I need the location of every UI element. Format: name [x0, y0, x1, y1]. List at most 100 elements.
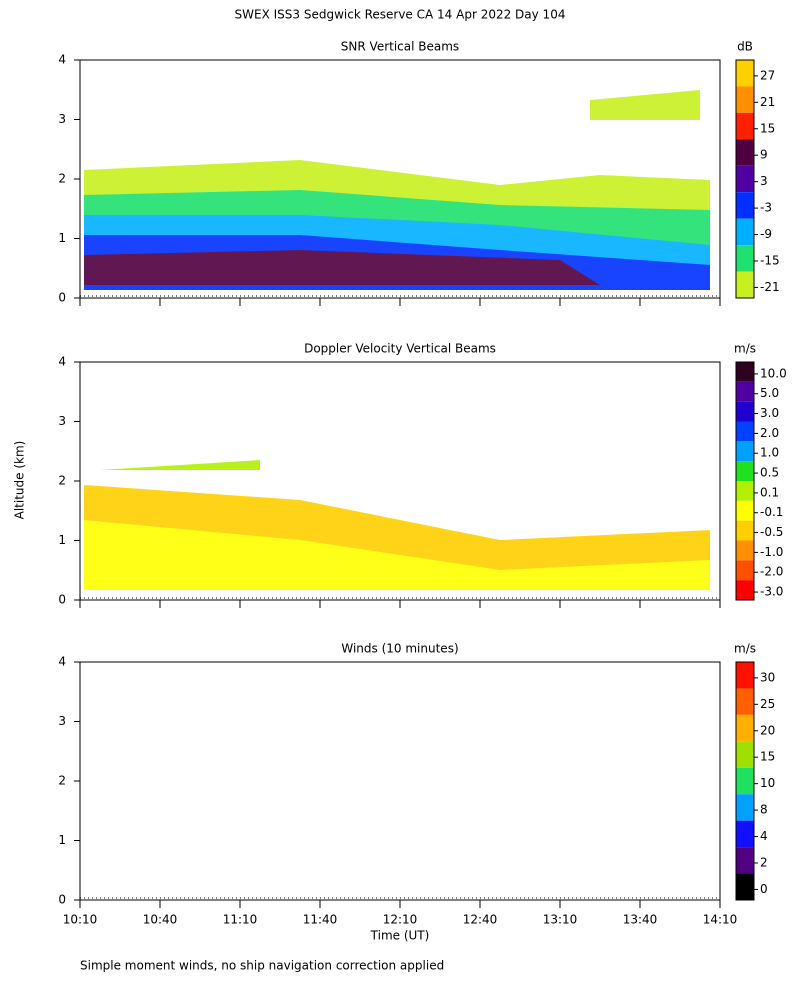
colorbar-swatch	[736, 112, 754, 140]
footnote: Simple moment winds, no ship navigation …	[80, 959, 444, 973]
colorbar-swatch	[736, 481, 754, 501]
y-tick-label: 1	[58, 833, 66, 847]
y-tick-label: 0	[58, 291, 66, 305]
colorbar-swatch	[736, 139, 754, 166]
colorbar-swatch	[736, 362, 754, 382]
colorbar-swatch	[736, 560, 754, 581]
y-tick-label: 2	[58, 774, 66, 788]
colorbar-label: 20	[760, 723, 775, 737]
colorbar-swatch	[736, 401, 754, 422]
y-tick-label: 3	[58, 112, 66, 126]
colorbar-label: 30	[760, 670, 775, 684]
colorbar-swatch	[736, 381, 754, 402]
y-tick-label: 1	[58, 533, 66, 547]
colorbar-swatch	[736, 767, 754, 795]
colorbar-swatch	[736, 741, 754, 768]
colorbar-label: -21	[760, 280, 780, 294]
colorbar-swatch	[736, 714, 754, 742]
colorbar-swatch	[736, 86, 754, 113]
colorbar-swatch	[736, 662, 754, 689]
x-tick-label: 10:40	[143, 913, 178, 927]
colorbar-swatch	[736, 820, 754, 848]
colorbar-label: 0	[760, 882, 768, 896]
x-tick-label: 12:40	[463, 913, 498, 927]
y-tick-label: 3	[58, 414, 66, 428]
colorbar-unit: dB	[737, 40, 753, 54]
colorbar-label: -9	[760, 227, 772, 241]
colorbar-swatch	[736, 165, 754, 193]
colorbar-label: 3.0	[760, 406, 779, 420]
main-title: SWEX ISS3 Sedgwick Reserve CA 14 Apr 202…	[235, 8, 566, 22]
colorbar-label: -2.0	[760, 565, 783, 579]
colorbar-unit: m/s	[734, 642, 756, 656]
colorbar-swatch	[736, 271, 754, 298]
y-tick-label: 3	[58, 714, 66, 728]
colorbar-frame	[735, 59, 755, 299]
snr-field	[84, 90, 710, 290]
colorbar-label: 8	[760, 803, 768, 817]
colorbar-swatch	[736, 441, 754, 462]
colorbar-swatch	[736, 580, 754, 600]
colorbar-swatch	[736, 461, 754, 481]
colorbar-swatch	[736, 847, 754, 874]
colorbar-frame	[735, 361, 755, 601]
y-tick-label: 4	[58, 655, 66, 669]
y-tick-label: 2	[58, 474, 66, 488]
colorbar-swatch	[736, 688, 754, 715]
y-tick-label: 0	[58, 593, 66, 607]
colorbar-label: 10	[760, 776, 775, 790]
colorbar-label: -15	[760, 253, 780, 267]
colorbar-swatch	[736, 500, 754, 521]
colorbar-swatch	[736, 873, 754, 900]
colorbar-label: 3	[760, 174, 768, 188]
colorbar-label: 0.5	[760, 466, 779, 480]
y-tick-label: 2	[58, 172, 66, 186]
colorbar-swatch	[736, 245, 754, 272]
x-tick-label: 11:40	[303, 913, 338, 927]
x-tick-label: 13:40	[623, 913, 658, 927]
colorbar-label: -3	[760, 201, 772, 215]
colorbar-label: -3.0	[760, 585, 783, 599]
x-tick-label: 10:10	[63, 913, 98, 927]
colorbar-swatch	[736, 192, 754, 219]
y-tick-label: 1	[58, 231, 66, 245]
colorbar-label: 27	[760, 68, 775, 82]
colorbar-swatch	[736, 60, 754, 87]
x-tick-label: 11:10	[223, 913, 258, 927]
colorbar-label: 9	[760, 148, 768, 162]
colorbar-label: -0.5	[760, 525, 783, 539]
colorbar-label: 15	[760, 750, 775, 764]
colorbar-label: 2.0	[760, 426, 779, 440]
colorbar-swatch	[736, 520, 754, 541]
panel-title: Doppler Velocity Vertical Beams	[304, 342, 496, 356]
colorbar-label: 21	[760, 95, 775, 109]
colorbar-swatch	[736, 421, 754, 442]
colorbar-swatch	[736, 218, 754, 246]
colorbar-swatch	[736, 540, 754, 561]
x-tick-label: 14:10	[703, 913, 738, 927]
y-tick-label: 4	[58, 53, 66, 67]
colorbar-unit: m/s	[734, 342, 756, 356]
colorbar-label: -0.1	[760, 505, 783, 519]
y-label: Altitude (km)	[13, 441, 27, 520]
colorbar-label: 15	[760, 121, 775, 135]
colorbar-label: 2	[760, 855, 768, 869]
colorbar-label: 1.0	[760, 446, 779, 460]
colorbar-swatch	[736, 794, 754, 821]
colorbar-label: 10.0	[760, 366, 787, 380]
panel-title: SNR Vertical Beams	[341, 40, 459, 54]
y-tick-label: 4	[58, 355, 66, 369]
panel-title: Winds (10 minutes)	[341, 642, 458, 656]
colorbar-label: 5.0	[760, 386, 779, 400]
x-tick-label: 13:10	[543, 913, 578, 927]
y-tick-label: 0	[58, 893, 66, 907]
colorbar-label: 4	[760, 829, 768, 843]
colorbar-label: 0.1	[760, 485, 779, 499]
colorbar-frame	[735, 661, 755, 901]
doppler-field	[84, 460, 710, 590]
x-label: Time (UT)	[370, 929, 430, 943]
colorbar-label: -1.0	[760, 545, 783, 559]
x-tick-label: 12:10	[383, 913, 418, 927]
colorbar-label: 25	[760, 697, 775, 711]
